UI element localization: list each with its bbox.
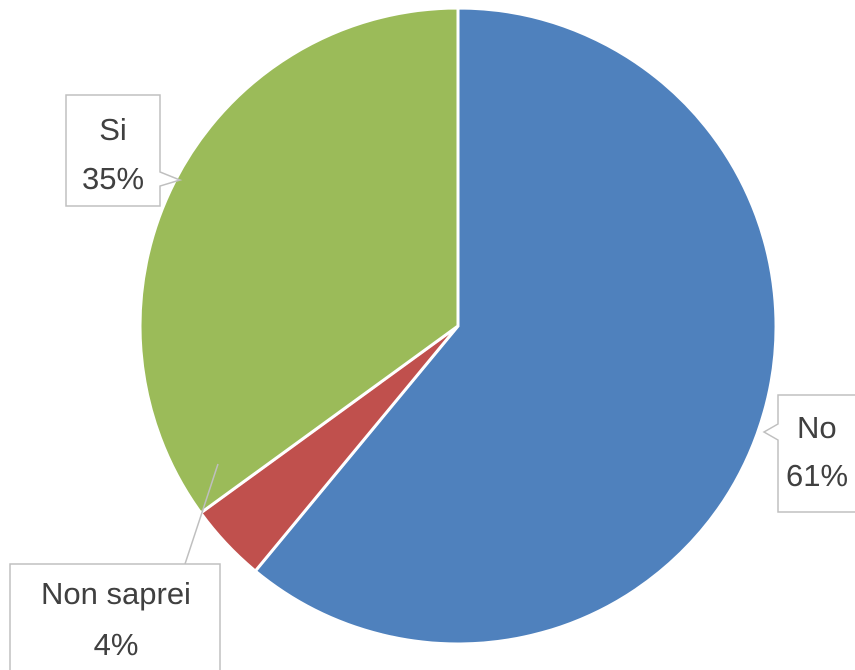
- slice-label-si: Si: [99, 112, 127, 147]
- data-label-si: Si 35%: [65, 94, 183, 207]
- slice-value-no: 61%: [786, 458, 848, 493]
- data-label-no: No 61%: [762, 394, 855, 513]
- slice-value-si: 35%: [82, 161, 144, 196]
- callout-box-no: [762, 394, 855, 513]
- callout-box-si: [65, 94, 183, 207]
- slice-label-non-saprei: Non saprei: [41, 576, 191, 611]
- pie-slice-no: [253, 6, 778, 646]
- leader-line-non-saprei: [184, 463, 219, 565]
- slice-label-no: No: [797, 410, 837, 445]
- data-label-non-saprei: Non saprei 4%: [9, 463, 221, 670]
- slice-value-non-saprei: 4%: [94, 627, 139, 662]
- data-label-callouts: Si 35% No 61% Non saprei 4%: [9, 94, 855, 670]
- callout-box-non-saprei: [9, 563, 221, 670]
- pie-slices: [138, 6, 778, 646]
